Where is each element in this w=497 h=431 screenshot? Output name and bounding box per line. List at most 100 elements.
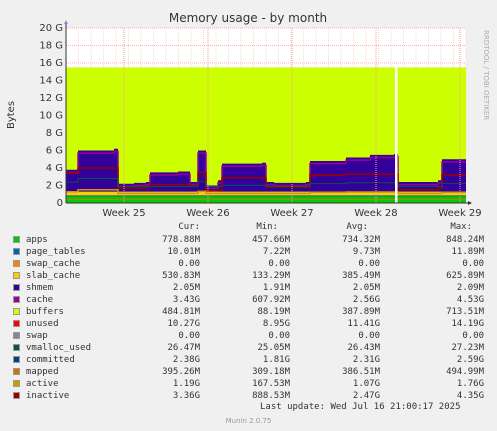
legend-value-cur: 26.47M [167,343,200,353]
legend-header-min: Min: [256,222,278,232]
legend-value-cur: 3.43G [172,295,200,305]
legend-value-min: 25.05M [257,343,290,353]
legend-value-avg: 11.41G [347,319,380,329]
legend-series-name: active [26,379,59,389]
y-tick-label: 16 G [39,58,63,69]
legend-value-avg: 26.43M [347,343,380,353]
legend-value-cur: 3.36G [172,391,200,401]
legend-value-max: 0.00 [462,331,484,341]
legend-row-cache: cache 3.43G 607.92M 2.56G 4.53G [12,294,492,306]
legend-value-max: 2.09M [456,283,484,293]
y-tick-label: 12 G [39,93,63,104]
legend-value-avg: 0.00 [358,259,380,269]
y-tick-label: 6 G [46,146,63,157]
legend-value-avg: 385.49M [342,271,380,281]
legend-series-name: committed [26,355,75,365]
legend-series-name: swap_cache [26,259,81,269]
legend-value-min: 167.53M [252,379,290,389]
legend-value-min: 133.29M [252,271,290,281]
legend-value-cur: 530.83M [162,271,200,281]
legend-swatch [13,368,20,375]
x-tick-label: Week 27 [270,208,313,219]
x-tick-label: Week 28 [354,208,397,219]
legend-row-page-tables: page_tables 10.01M 7.22M 9.73M 11.89M [12,246,492,258]
legend-series-name: cache [26,295,54,305]
y-tick-label: 20 G [39,23,63,34]
legend-row-mapped: mapped 395.26M 309.18M 386.51M 494.99M [12,366,492,378]
legend-value-cur: 395.26M [162,367,200,377]
legend-row-swap: swap 0.00 0.00 0.00 0.00 [12,330,492,342]
legend-value-max: 2.59G [456,355,484,365]
legend-swatch [13,356,20,363]
legend-value-cur: 10.01M [167,247,200,257]
legend-value-min: 0.00 [268,331,290,341]
legend-series-name: slab_cache [26,271,81,281]
legend-value-avg: 2.31G [352,355,380,365]
legend-value-avg: 2.56G [352,295,380,305]
legend-swatch [13,320,20,327]
y-tick-label: 0 [57,198,63,209]
line-inactive [66,167,466,192]
data-gap [395,64,398,203]
legend-row-vmalloc-used: vmalloc_used 26.47M 25.05M 26.43M 27.23M [12,342,492,354]
legend-value-avg: 0.00 [358,331,380,341]
legend-value-max: 14.19G [451,319,484,329]
legend-value-max: 4.53G [456,295,484,305]
y-tick-label: 2 G [46,181,63,192]
legend-row-apps: apps 778.88M 457.66M 734.32M 848.24M [12,234,492,246]
legend-header-max: Max: [450,222,472,232]
legend-series-name: unused [26,319,59,329]
legend-value-min: 607.92M [252,295,290,305]
y-tick-label: 14 G [39,76,63,87]
legend-value-avg: 387.89M [342,307,380,317]
watermark: RRDTOOL / TOBI OETIKER [482,30,490,120]
legend-value-min: 88.19M [257,307,290,317]
legend-swatch [13,248,20,255]
legend-value-max: 848.24M [446,235,484,245]
legend-swatch [13,392,20,399]
legend-row-buffers: buffers 484.81M 88.19M 387.89M 713.51M [12,306,492,318]
legend-series-name: buffers [26,307,64,317]
legend-value-cur: 2.38G [172,355,200,365]
legend-header-avg: Avg: [346,222,368,232]
chart-canvas: Memory usage - by month Bytes RRDTOOL / TO… [6,11,490,219]
legend-series-name: swap [26,331,48,341]
legend-row-shmem: shmem 2.05M 1.91M 2.05M 2.09M [12,282,492,294]
x-tick-label: Week 29 [438,208,481,219]
legend-series-name: apps [26,235,48,245]
last-update: Last update: Wed Jul 16 21:00:17 2025 [260,402,461,412]
legend-value-cur: 778.88M [162,235,200,245]
legend-value-min: 309.18M [252,367,290,377]
legend-swatch [13,296,20,303]
legend-value-cur: 1.19G [172,379,200,389]
legend-value-min: 7.22M [262,247,290,257]
x-axis-arrow [468,201,472,205]
legend-row-active: active 1.19G 167.53M 1.07G 1.76G [12,378,492,390]
legend-value-avg: 1.07G [352,379,380,389]
legend-swatch [13,272,20,279]
legend-swatch [13,344,20,351]
x-tick-label: Week 26 [186,208,229,219]
legend-value-max: 625.89M [446,271,484,281]
legend-value-avg: 734.32M [342,235,380,245]
legend-value-min: 457.66M [252,235,290,245]
legend-value-min: 888.53M [252,391,290,401]
legend-swatch [13,236,20,243]
legend-series-name: vmalloc_used [26,343,92,353]
chart-title: Memory usage - by month [169,11,327,25]
legend-swatch [13,284,20,291]
footer-version: Munin 2.0.75 [225,417,272,425]
legend-series-name: page_tables [26,247,86,257]
legend-row-slab-cache: slab_cache 530.83M 133.29M 385.49M 625.89M [12,270,492,282]
legend-value-avg: 9.73M [352,247,380,257]
legend-value-min: 0.00 [268,259,290,269]
legend-value-max: 4.35G [456,391,484,401]
y-tick-label: 18 G [39,41,63,52]
legend-value-max: 494.99M [446,367,484,377]
legend-value-avg: 2.47G [352,391,380,401]
legend-swatch [13,332,20,339]
legend-header-cur: Cur: [178,222,200,232]
legend-series-name: mapped [26,367,59,377]
legend-value-cur: 0.00 [178,331,200,341]
legend-row-swap-cache: swap_cache 0.00 0.00 0.00 0.00 [12,258,492,270]
